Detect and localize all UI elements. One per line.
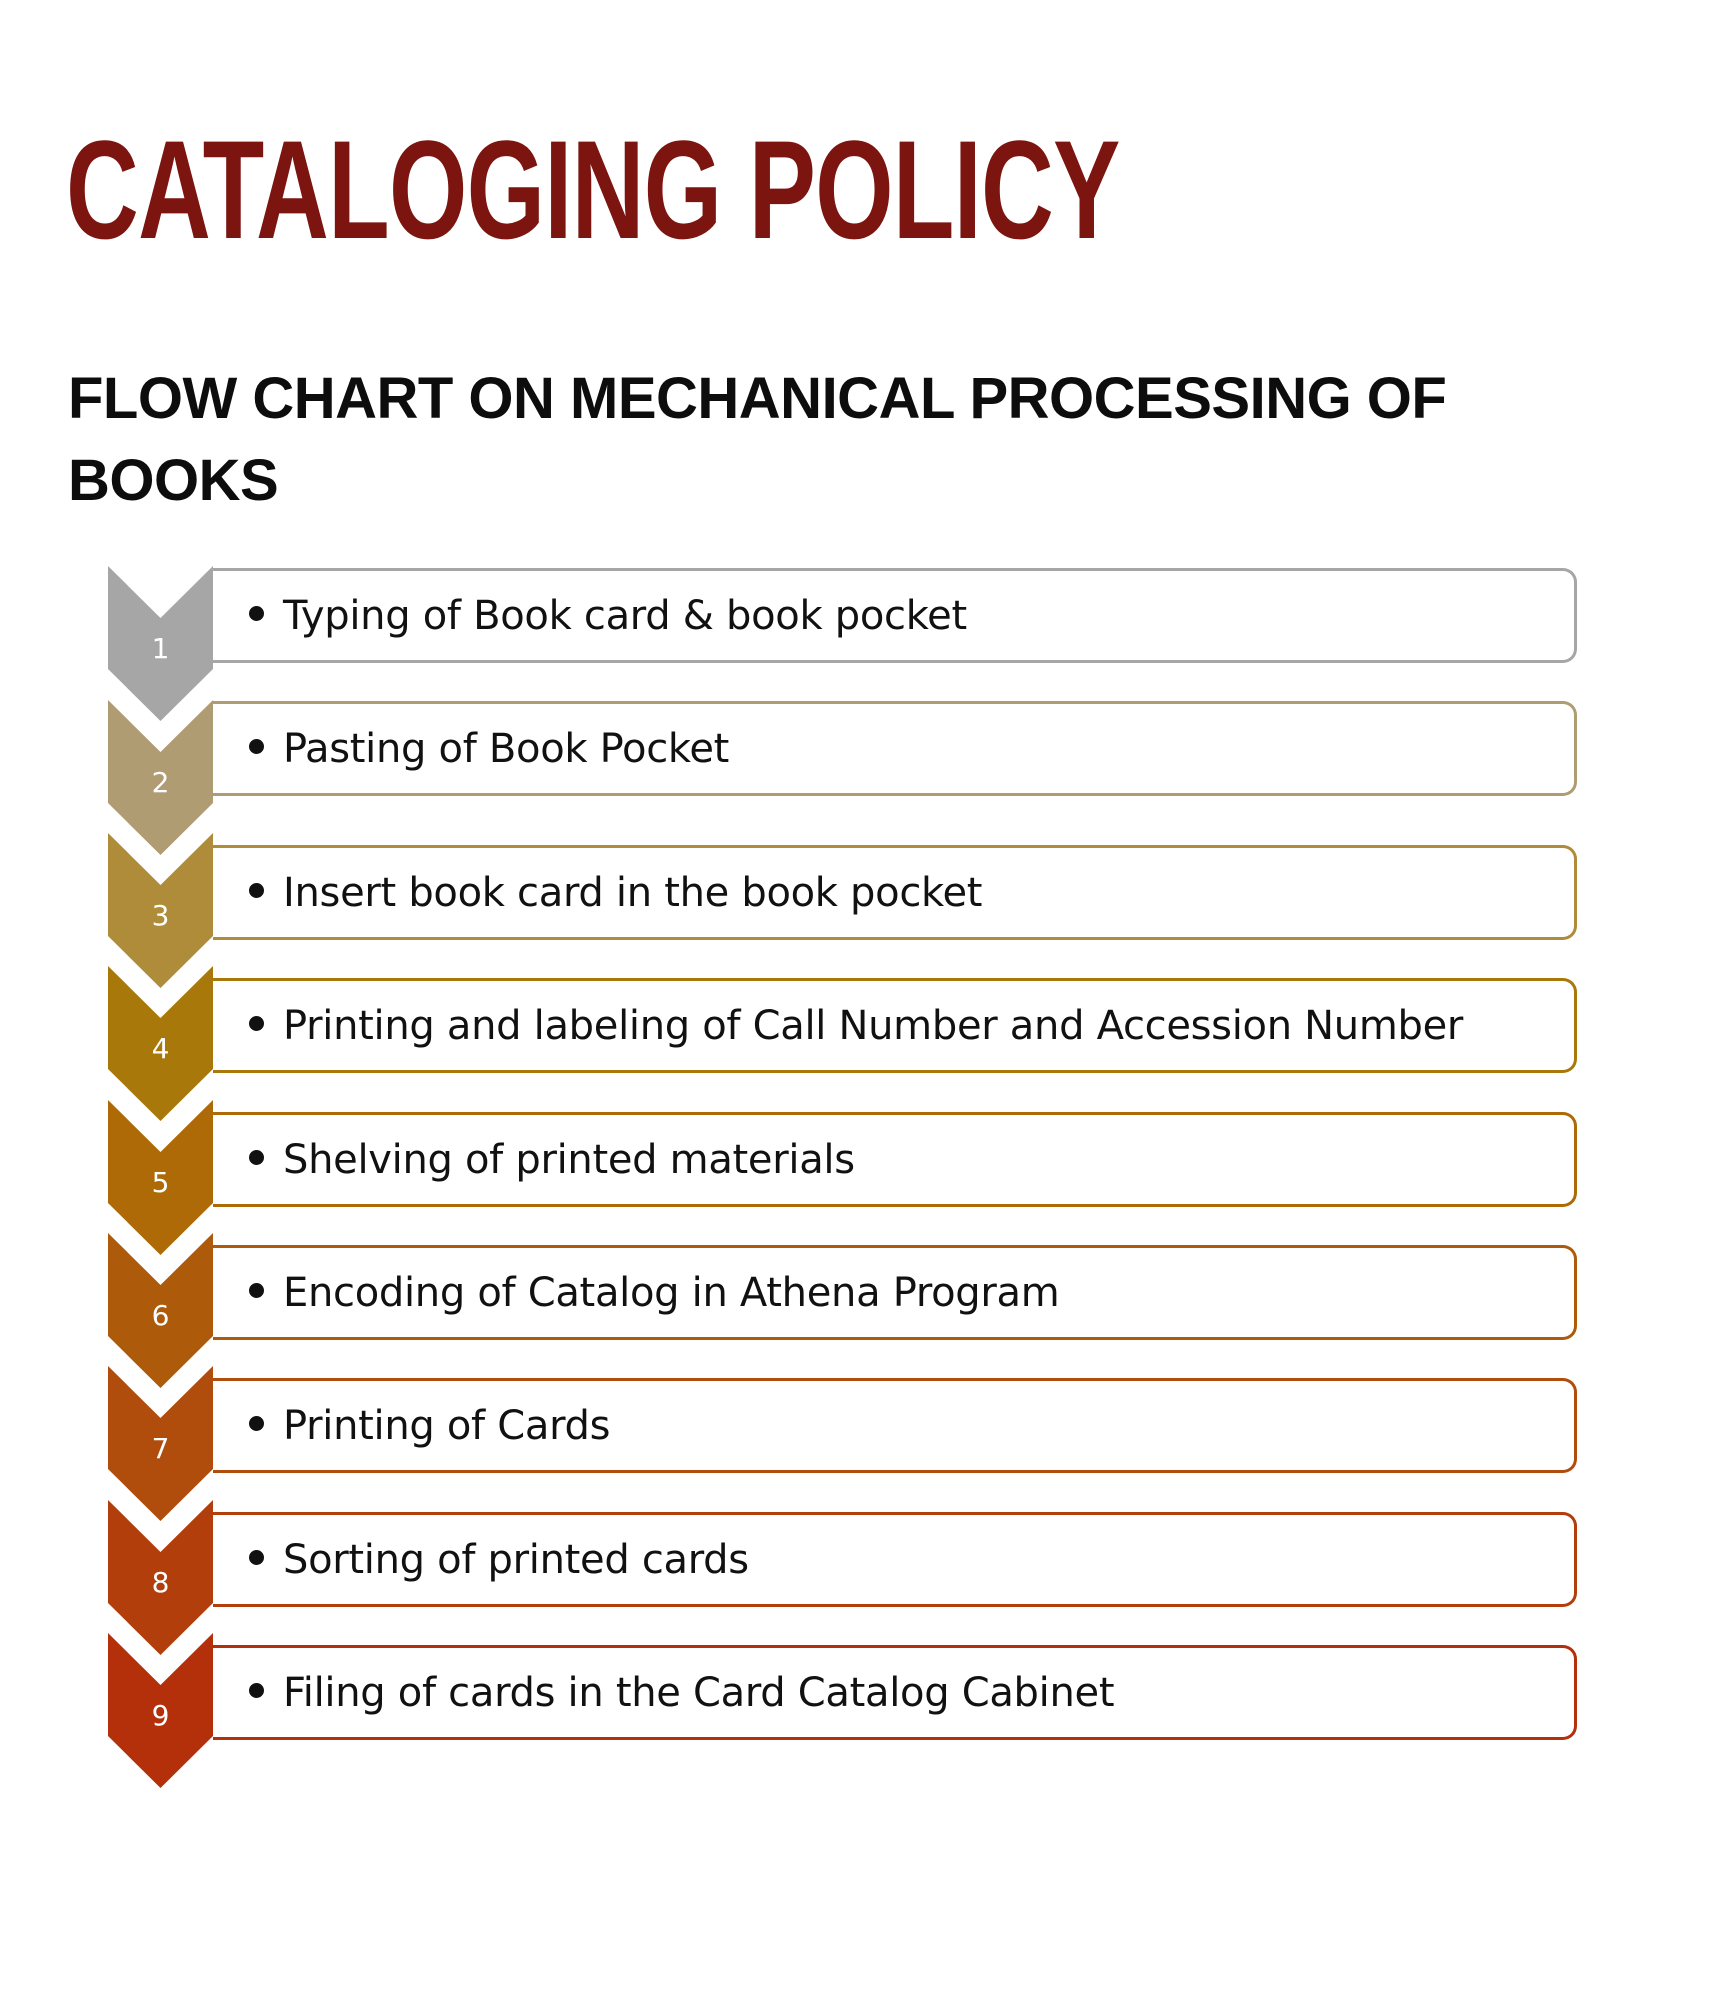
page-subtitle: FLOW CHART ON MECHANICAL PROCESSING OF B… [68,366,1447,513]
step-chevron-shape [108,1633,213,1788]
step-number: 7 [151,1431,170,1465]
step-box: Printing and labeling of Call Number and… [213,978,1577,1073]
step-chevron: 7 [108,1366,213,1521]
step-box: Pasting of Book Pocket [213,701,1577,796]
step-chevron-shape [108,833,213,988]
step-chevron: 4 [108,966,213,1121]
step-chevron-shape [108,1366,213,1521]
step-chevron-shape [108,566,213,721]
step-label: Printing and labeling of Call Number and… [283,1002,1464,1049]
step-label: Filing of cards in the Card Catalog Cabi… [283,1669,1115,1716]
step-number: 9 [151,1698,170,1732]
page-title: CATALOGING POLICY [66,111,1120,268]
step-chevron-shape [108,700,213,855]
step-chevron: 3 [108,833,213,988]
step-box: Printing of Cards [213,1378,1577,1473]
step-label: Shelving of printed materials [283,1136,855,1183]
step-label: Pasting of Book Pocket [283,725,730,772]
step-number: 8 [151,1565,170,1599]
step-chevron-shape [108,1233,213,1388]
step-number: 6 [151,1298,170,1332]
step-label: Sorting of printed cards [283,1536,749,1583]
bullet-icon [249,1415,264,1431]
step-chevron-shape [108,1100,213,1255]
step-chevron: 6 [108,1233,213,1388]
step-chevron-shape [108,966,213,1121]
step-box: Insert book card in the book pocket [213,845,1577,940]
step-box: Shelving of printed materials [213,1112,1577,1207]
step-chevron: 8 [108,1500,213,1655]
step-number: 1 [151,631,170,665]
step-box: Filing of cards in the Card Catalog Cabi… [213,1645,1577,1740]
bullet-icon [249,738,264,754]
step-label: Encoding of Catalog in Athena Program [283,1269,1060,1316]
step-label: Typing of Book card & book pocket [283,592,967,639]
step-number: 5 [151,1165,170,1199]
step-chevron: 5 [108,1100,213,1255]
step-chevron-shape [108,1500,213,1655]
bullet-icon [249,605,264,621]
bullet-icon [249,1015,264,1031]
step-chevron: 9 [108,1633,213,1788]
step-label: Insert book card in the book pocket [283,869,983,916]
step-box: Typing of Book card & book pocket [213,568,1577,663]
step-number: 2 [151,765,170,799]
step-label: Printing of Cards [283,1402,611,1449]
bullet-icon [249,1149,264,1165]
step-number: 3 [151,898,170,932]
bullet-icon [249,1549,264,1565]
step-box: Sorting of printed cards [213,1512,1577,1607]
step-chevron: 1 [108,566,213,721]
step-chevron: 2 [108,700,213,855]
bullet-icon [249,882,264,898]
step-box: Encoding of Catalog in Athena Program [213,1245,1577,1340]
bullet-icon [249,1282,264,1298]
bullet-icon [249,1682,264,1698]
step-number: 4 [151,1031,170,1065]
